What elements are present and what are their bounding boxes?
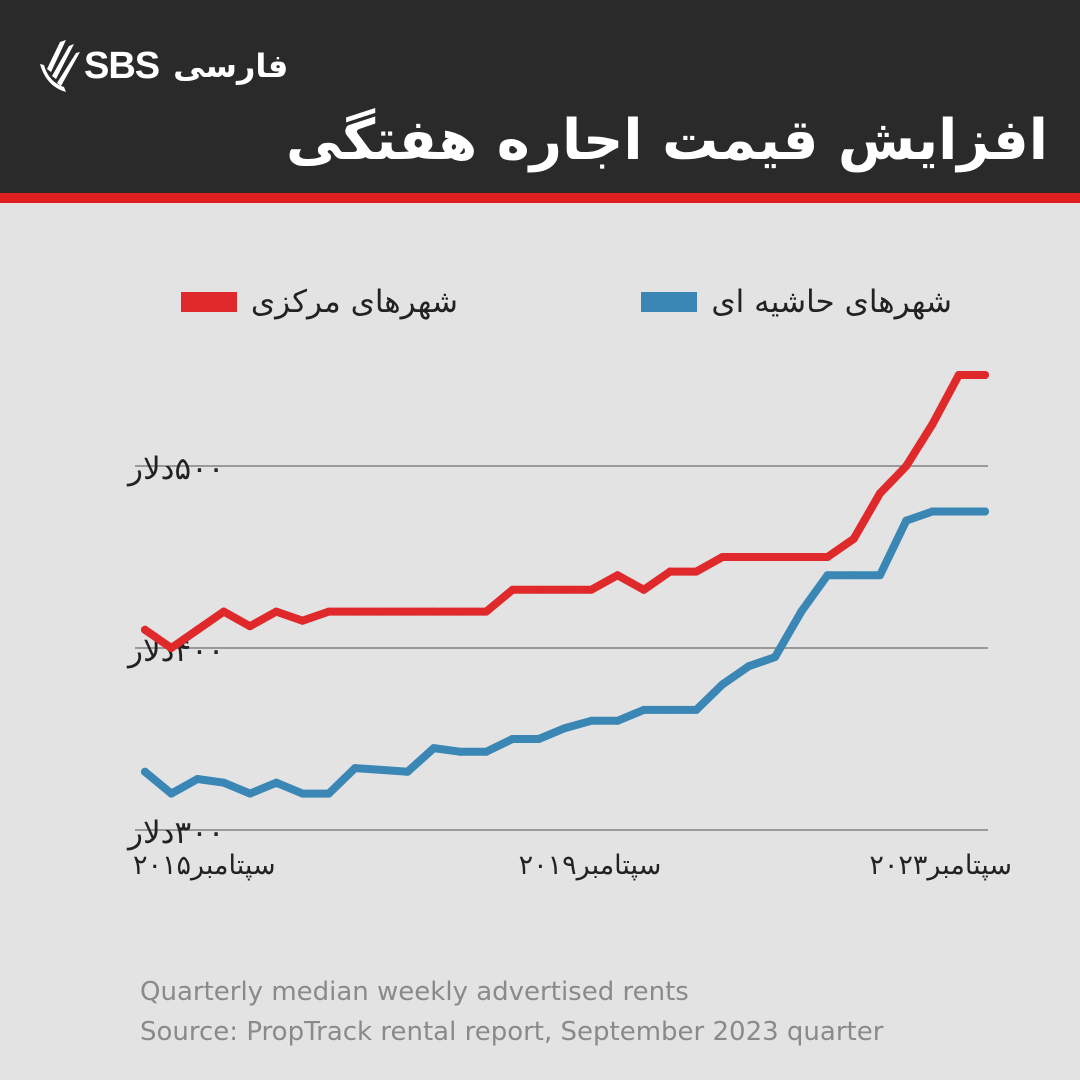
data-point-series-1 [666,705,674,714]
data-point-series-1 [193,775,202,784]
data-point-series-0 [823,553,832,561]
y-tick-label: ۳۰۰دلار [126,815,224,851]
data-point-series-1 [429,744,438,753]
brand-language-label: فارسی [173,47,289,85]
data-point-series-0 [744,553,753,561]
data-point-series-0 [771,553,779,561]
x-tick-label: سپتامبر۲۰۱۵ [133,850,276,881]
page-title: افزایش قیمت اجاره هفتگی [285,108,1048,173]
data-point-series-0 [246,622,254,631]
data-point-series-0 [429,607,438,616]
data-point-series-0 [666,567,674,576]
data-point-series-1 [534,735,543,743]
data-point-series-1 [744,662,753,671]
data-point-series-1 [849,571,858,580]
data-point-series-1 [613,716,622,725]
series-line-0 [141,371,989,652]
data-point-series-1 [587,716,596,725]
data-point-series-1 [876,571,884,580]
data-point-series-0 [849,534,858,543]
data-point-series-0 [298,616,307,625]
data-point-series-1 [167,789,176,798]
data-point-series-1 [692,705,701,714]
data-point-series-0 [928,420,937,429]
data-point-series-0 [954,371,963,379]
data-point-series-0 [692,567,701,576]
brand-name: SBS [84,44,160,87]
data-point-series-0 [456,607,464,616]
data-point-series-1 [403,767,412,776]
data-point-series-0 [351,607,359,616]
data-point-series-0 [193,625,202,634]
footer-source: Source: PropTrack rental report, Septemb… [140,1017,884,1047]
data-point-series-1 [718,680,727,689]
data-point-series-1 [902,516,911,525]
data-point-series-1 [377,765,386,774]
data-point-series-1 [482,747,491,756]
data-point-series-0 [272,607,281,616]
data-point-series-1 [351,764,359,773]
data-point-series-1 [272,778,281,787]
data-point-series-0 [534,585,543,594]
data-point-series-1 [823,571,832,580]
data-point-series-1 [508,735,517,743]
data-point-series-0 [981,371,989,379]
data-point-series-0 [639,585,648,594]
y-tick-label: ۴۰۰دلار [126,633,224,669]
brand-logo[interactable]: SBS فارسی [36,36,288,96]
data-point-series-1 [219,778,228,787]
data-point-series-0 [324,607,333,616]
data-point-series-0 [797,553,806,561]
data-point-series-1 [797,607,806,616]
sbs-sunburst-icon [40,40,80,92]
data-point-series-1 [456,747,464,756]
data-point-series-0 [219,607,228,616]
legend-label-central: شهرهای مرکزی [250,284,458,320]
data-point-series-0 [167,644,176,652]
data-point-series-1 [639,705,648,714]
legend-item-suburban: شهرهای حاشیه ای [641,282,952,322]
legend-swatch-suburban [641,292,698,312]
data-point-series-0 [587,585,596,594]
legend-swatch-central [180,292,237,312]
y-tick-label: ۵۰۰دلار [126,451,224,487]
data-point-series-0 [403,607,412,616]
legend-label-suburban: شهرهای حاشیه ای [711,284,952,320]
header-accent-rule [0,193,1080,203]
data-point-series-1 [141,767,149,776]
x-tick-label: سپتامبر۲۰۱۹ [519,850,662,881]
data-point-series-1 [298,789,307,798]
data-point-series-0 [613,571,622,580]
footer-note: Quarterly median weekly advertised rents [140,977,689,1007]
legend-item-central: شهرهای مرکزی [180,282,458,322]
data-point-series-0 [561,585,569,594]
data-point-series-1 [981,507,989,516]
data-point-series-1 [954,507,963,516]
series-line-1 [141,507,989,798]
data-point-series-0 [508,585,517,594]
data-point-series-0 [902,462,911,470]
data-point-series-1 [324,789,333,798]
x-tick-label: سپتامبر۲۰۲۳ [869,850,1012,881]
data-point-series-0 [482,607,491,616]
data-point-series-1 [561,724,569,733]
data-point-series-1 [928,507,937,516]
data-point-series-0 [377,607,386,616]
data-point-series-0 [141,625,149,634]
data-point-series-1 [246,789,254,798]
data-point-series-0 [876,489,884,498]
data-point-series-1 [771,653,779,662]
chart-footer: Quarterly median weekly advertised rents… [140,972,883,1052]
data-point-series-0 [718,553,727,561]
header-bar: SBS فارسی افزایش قیمت اجاره هفتگی [0,0,1080,193]
